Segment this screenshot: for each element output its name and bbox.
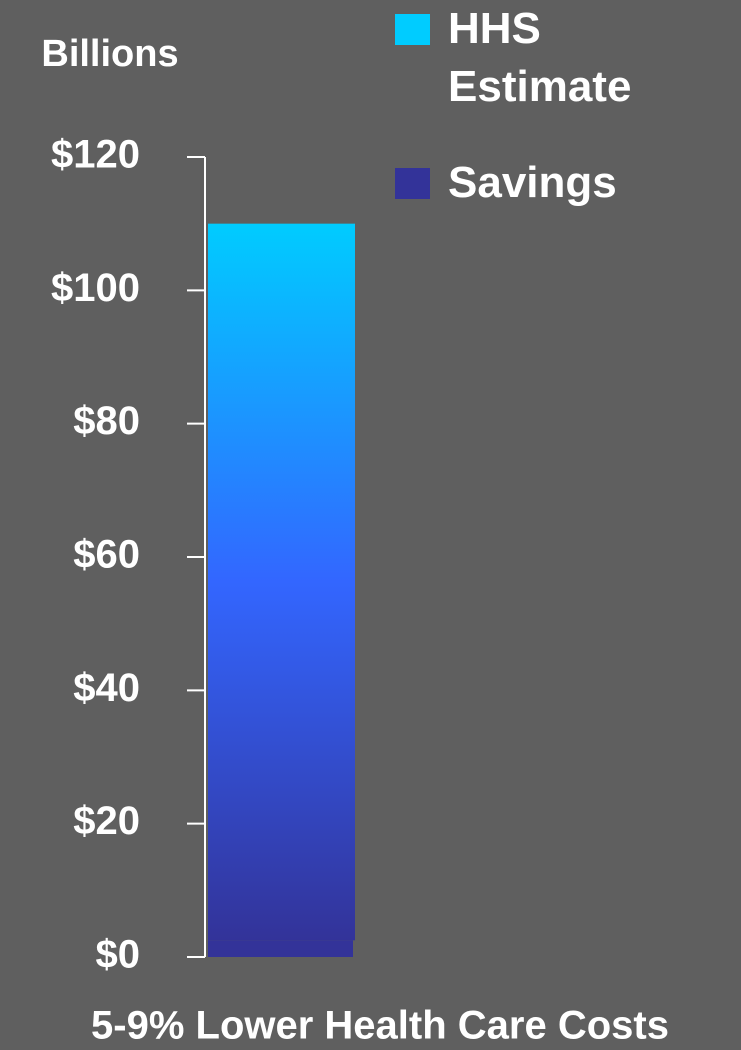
x-tick-label: 5-9% Lower Health Care Costs: [91, 1004, 669, 1048]
y-tick-label: $0: [96, 933, 141, 977]
y-tick-label: $100: [51, 266, 140, 310]
y-tick-label: $120: [51, 133, 140, 177]
legend-label: HHS Estimate: [448, 4, 632, 111]
y-tick-label: $60: [73, 533, 140, 577]
bar-segment: [208, 223, 355, 941]
y-axis-label: Billions: [41, 33, 178, 75]
bar-segment: [208, 940, 353, 957]
legend-swatch: [395, 168, 430, 199]
y-tick-label: $40: [73, 666, 140, 710]
legend-label: Savings: [448, 158, 617, 207]
y-tick-label: $20: [73, 799, 140, 843]
legend-swatch: [395, 14, 430, 45]
y-tick-label: $80: [73, 399, 140, 443]
